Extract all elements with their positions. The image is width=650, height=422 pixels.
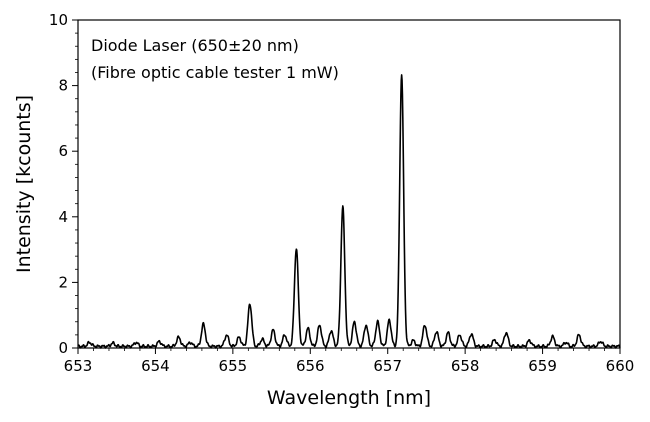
x-axis: 653 654 655 656 657 658 659 660: [64, 348, 635, 375]
y-tick-label: 4: [58, 208, 68, 226]
plot-background: [78, 20, 620, 348]
x-tick-label: 653: [64, 357, 93, 375]
plot-frame: [77, 19, 621, 349]
x-axis-label: Wavelength [nm]: [267, 387, 431, 409]
x-tick-label: 657: [373, 357, 402, 375]
x-tick-label: 654: [141, 357, 170, 375]
x-tick-label: 658: [451, 357, 480, 375]
x-tick-label: 655: [219, 357, 248, 375]
y-tick-label: 2: [58, 273, 68, 291]
annotation-line-2: (Fibre optic cable tester 1 mW): [91, 63, 339, 82]
y-axis: 0 2 4 6 8 10: [49, 11, 78, 357]
x-tick-label: 659: [528, 357, 557, 375]
y-tick-label: 6: [58, 142, 68, 160]
y-tick-label: 8: [58, 77, 68, 95]
y-axis-label: Intensity [kcounts]: [13, 95, 35, 273]
x-tick-label: 660: [606, 357, 635, 375]
spectrum-line: [77, 74, 621, 349]
x-tick-label: 656: [296, 357, 325, 375]
y-tick-label: 0: [58, 339, 68, 357]
y-tick-label: 10: [49, 11, 68, 29]
annotation-line-1: Diode Laser (650±20 nm): [91, 36, 299, 55]
